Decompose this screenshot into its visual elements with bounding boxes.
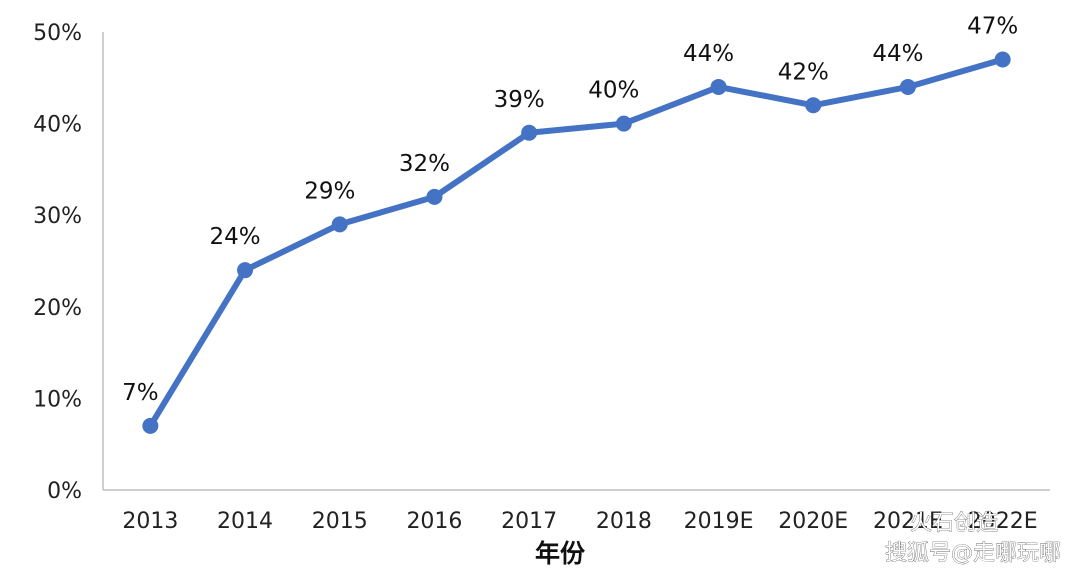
data-point — [237, 262, 254, 279]
watermark-brand: 火石创造 — [910, 511, 998, 536]
y-tick-label: 10% — [33, 387, 82, 412]
data-point — [142, 417, 159, 434]
data-label: 47% — [967, 13, 1018, 39]
data-point — [426, 188, 443, 205]
axes — [102, 32, 1050, 491]
data-point — [994, 51, 1011, 68]
x-tick-label: 2019E — [684, 509, 754, 534]
x-tick-label: 2021E — [873, 509, 943, 534]
y-tick-labels: 0% 10% 20% 30% 40% 50% — [33, 21, 82, 504]
data-point — [521, 124, 538, 141]
y-tick-label: 20% — [33, 296, 82, 321]
x-tick-label: 2013 — [122, 509, 178, 534]
data-point — [615, 115, 632, 132]
data-label: 39% — [494, 87, 545, 113]
data-label: 24% — [209, 224, 260, 250]
data-label: 44% — [683, 41, 734, 67]
data-label: 42% — [778, 59, 829, 85]
data-label: 32% — [399, 151, 450, 177]
x-tick-label: 2018 — [596, 509, 652, 534]
data-points — [142, 51, 1011, 434]
series-line — [147, 56, 1006, 429]
x-tick-label: 2022E — [968, 509, 1038, 534]
data-point — [805, 97, 822, 114]
data-point — [331, 216, 348, 233]
y-tick-label: 40% — [33, 113, 82, 138]
y-tick-label: 30% — [33, 204, 82, 229]
series-polyline — [147, 56, 1006, 429]
x-tick-label: 2016 — [406, 509, 462, 534]
x-tick-label: 2014 — [217, 509, 273, 534]
data-labels: 7% 24% 29% 32% 39% 40% 44% 42% 44% 47% — [122, 13, 1018, 405]
data-label: 40% — [588, 78, 639, 104]
data-point — [710, 78, 727, 95]
x-tick-labels: 2013 2014 2015 2016 2017 2018 2019E 2020E 2021E 2… — [122, 509, 1037, 534]
y-tick-label: 0% — [47, 479, 82, 504]
data-label: 29% — [304, 178, 355, 204]
watermark: 火石创造 搜狐号@走哪玩哪 — [885, 511, 1062, 567]
x-tick-label: 2015 — [312, 509, 368, 534]
watermark-source: 搜狐号@走哪玩哪 — [885, 541, 1061, 566]
y-tick-label: 50% — [33, 21, 82, 46]
x-tick-label: 2020E — [778, 509, 848, 534]
x-axis-title: 年份 — [535, 539, 585, 568]
data-label: 44% — [872, 41, 923, 67]
x-tick-label: 2017 — [501, 509, 557, 534]
data-point — [899, 78, 916, 95]
data-label: 7% — [122, 380, 159, 406]
